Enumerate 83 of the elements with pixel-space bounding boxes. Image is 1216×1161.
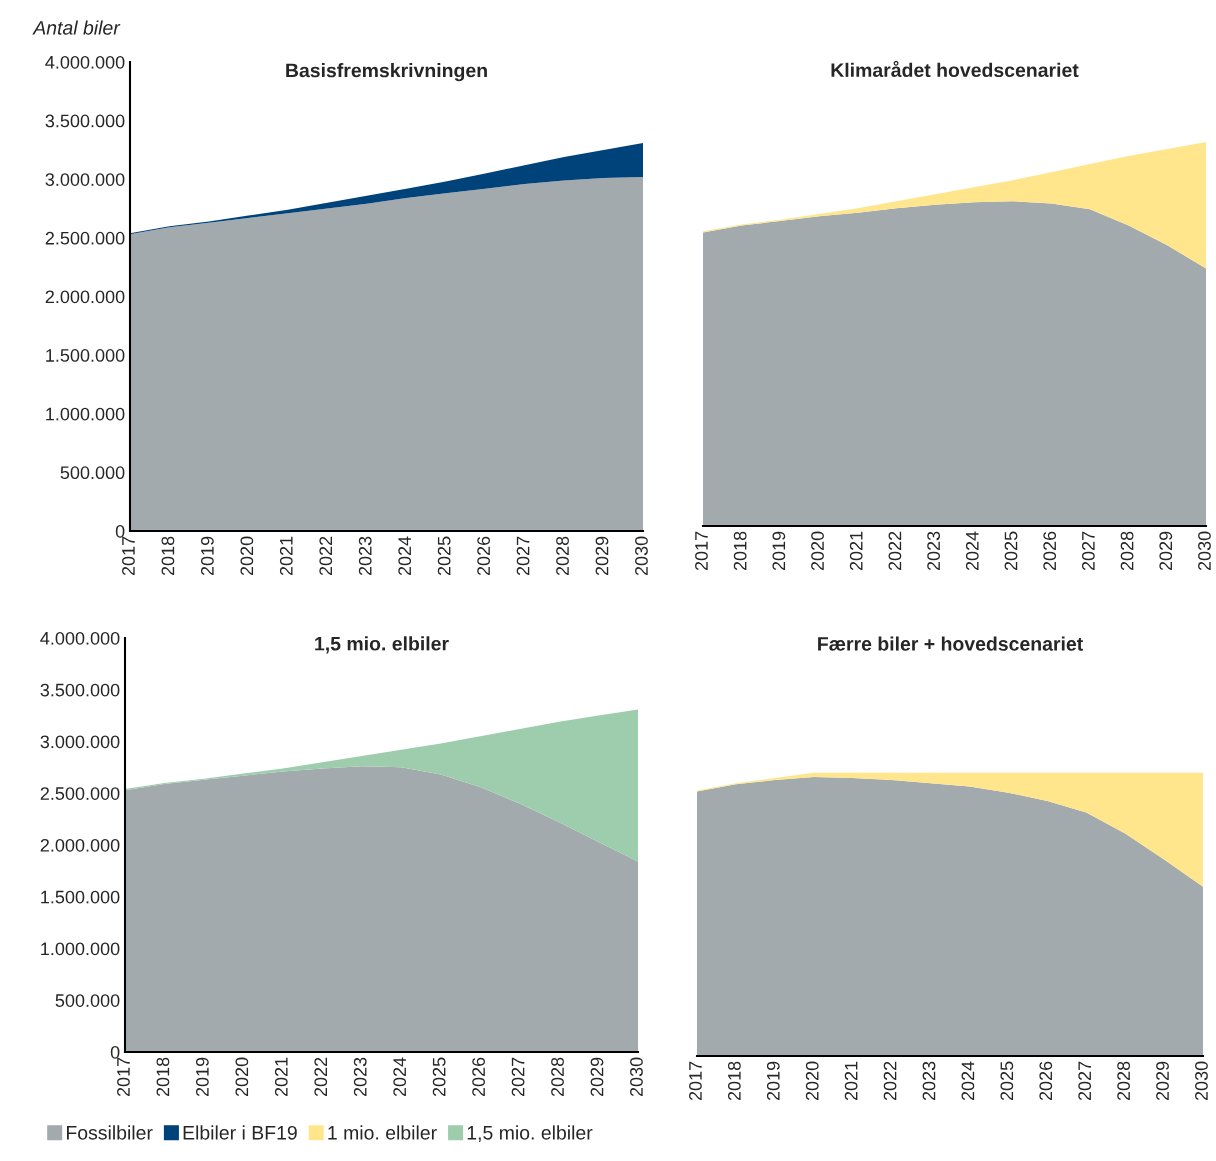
y-tick-label: 3.000.000 bbox=[40, 735, 120, 749]
x-tick-label: 2029 bbox=[595, 536, 609, 576]
y-tick-label: 2.000.000 bbox=[40, 838, 120, 852]
y-tick-label: 0 bbox=[110, 1045, 120, 1059]
x-tick-label: 2024 bbox=[393, 1057, 407, 1097]
x-tick-label: 2017 bbox=[122, 536, 135, 576]
x-tick-label: 2018 bbox=[156, 1057, 170, 1097]
x-tick-label: 2021 bbox=[849, 531, 863, 571]
x-tick-label: 2022 bbox=[883, 1061, 897, 1101]
y-tick-label: 4.000.000 bbox=[40, 631, 120, 645]
y-tick-label: 500.000 bbox=[55, 994, 120, 1007]
x-tick-label: 2017 bbox=[689, 1061, 702, 1101]
x-tick-label: 2029 bbox=[1159, 531, 1173, 571]
x-tick-label: 2024 bbox=[965, 531, 979, 571]
x-tick-label: 2029 bbox=[1156, 1061, 1169, 1101]
x-tick-label: 2019 bbox=[200, 536, 214, 576]
x-tick-label: 2017 bbox=[695, 531, 708, 571]
x-tick-label: 2025 bbox=[437, 536, 451, 576]
x-tick-label: 2030 bbox=[630, 1057, 643, 1097]
x-tick-label: 2023 bbox=[927, 531, 940, 571]
chart-title: Basisfremskrivningen bbox=[286, 63, 487, 82]
x-tick-label: 2023 bbox=[922, 1061, 936, 1101]
y-tick-label: 4.000.000 bbox=[45, 55, 125, 69]
x-tick-label: 2030 bbox=[1198, 531, 1211, 571]
chart-title: Færre biler + hovedscenariet bbox=[818, 636, 1083, 651]
y-tick-label: 3.500.000 bbox=[40, 683, 120, 697]
legend-label: 1,5 mio. elbiler bbox=[467, 1125, 593, 1142]
x-tick-label: 2021 bbox=[844, 1061, 858, 1101]
x-tick-label: 2020 bbox=[235, 1057, 249, 1097]
x-tick-label: 2020 bbox=[805, 1061, 819, 1101]
x-tick-label: 2024 bbox=[398, 536, 412, 576]
x-tick-label: 2017 bbox=[117, 1057, 130, 1097]
y-tick-label: 1.000.000 bbox=[41, 942, 120, 956]
x-tick-label: 2027 bbox=[516, 536, 530, 576]
x-tick-label: 2023 bbox=[358, 536, 372, 576]
x-tick-label: 2030 bbox=[635, 536, 648, 576]
x-tick-label: 2027 bbox=[511, 1057, 525, 1097]
x-tick-label: 2022 bbox=[319, 536, 333, 576]
x-tick-label: 2022 bbox=[888, 531, 902, 571]
chart-title: 1,5 mio. elbiler bbox=[315, 636, 449, 654]
y-tick-label: 1.000.000 bbox=[46, 407, 125, 421]
x-tick-label: 2026 bbox=[472, 1057, 485, 1097]
legend-label: Fossilbiler bbox=[67, 1125, 153, 1140]
x-tick-label: 2018 bbox=[733, 531, 747, 571]
x-tick-label: 2024 bbox=[961, 1061, 975, 1101]
x-tick-label: 2019 bbox=[766, 1061, 780, 1101]
y-tick-label: 3.500.000 bbox=[45, 114, 125, 128]
y-tick-label: 2.000.000 bbox=[45, 290, 125, 304]
x-tick-label: 2026 bbox=[477, 536, 490, 576]
x-tick-label: 2019 bbox=[195, 1057, 209, 1097]
x-tick-label: 2025 bbox=[1000, 1061, 1014, 1101]
y-tick-label: 1.500.000 bbox=[41, 890, 120, 904]
x-tick-label: 2028 bbox=[1120, 531, 1134, 571]
x-tick-label: 2020 bbox=[240, 536, 254, 576]
y-tick-label: 2.500.000 bbox=[40, 787, 120, 800]
x-tick-label: 2026 bbox=[1039, 1061, 1053, 1101]
x-tick-label: 2022 bbox=[314, 1057, 328, 1097]
y-tick-label: 1.500.000 bbox=[46, 349, 125, 362]
x-tick-label: 2027 bbox=[1078, 1061, 1092, 1101]
x-tick-label: 2028 bbox=[551, 1057, 564, 1097]
y-tick-label: 500.000 bbox=[60, 466, 125, 480]
y-axis-title: Antal biler bbox=[32, 20, 121, 35]
y-tick-label: 3.000.000 bbox=[45, 173, 125, 186]
x-tick-label: 2023 bbox=[353, 1057, 367, 1097]
x-tick-label: 2018 bbox=[727, 1061, 741, 1101]
x-tick-label: 2025 bbox=[432, 1057, 446, 1097]
legend-label: 1 mio. elbiler bbox=[328, 1125, 437, 1140]
x-tick-label: 2030 bbox=[1195, 1061, 1208, 1101]
x-tick-label: 2019 bbox=[772, 531, 786, 571]
y-tick-label: 0 bbox=[115, 524, 125, 538]
x-tick-label: 2021 bbox=[279, 536, 293, 576]
chart-title: Klimarådet hovedscenariet bbox=[831, 60, 1079, 78]
x-tick-label: 2028 bbox=[556, 536, 569, 576]
x-tick-label: 2025 bbox=[1004, 531, 1018, 571]
x-tick-label: 2028 bbox=[1117, 1061, 1130, 1101]
x-tick-label: 2021 bbox=[274, 1057, 288, 1097]
x-tick-label: 2029 bbox=[590, 1057, 604, 1097]
x-tick-label: 2027 bbox=[1081, 531, 1095, 571]
x-tick-label: 2020 bbox=[811, 531, 824, 571]
y-tick-label: 2.500.000 bbox=[45, 231, 125, 245]
x-tick-label: 2026 bbox=[1043, 531, 1057, 571]
x-tick-label: 2018 bbox=[161, 536, 175, 576]
legend-label: Elbiler i BF19 bbox=[183, 1125, 297, 1140]
